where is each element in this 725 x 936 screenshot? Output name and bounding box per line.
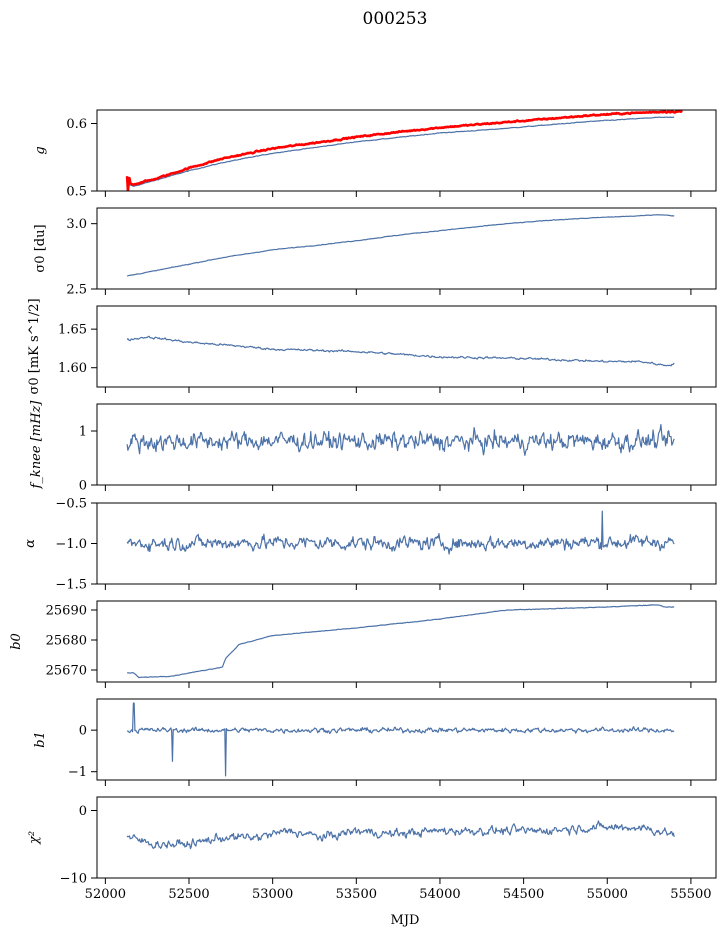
y-tick-label: 25690 (46, 604, 87, 619)
y-tick-label: 1 (79, 425, 87, 440)
figure-title: 000253 (363, 9, 428, 29)
y-tick-label: 0 (79, 804, 87, 819)
series-line-alpha (126, 510, 675, 555)
series-line-fknee (126, 423, 675, 456)
series-line-b0 (127, 604, 675, 679)
y-axis-title: σ0 [mK s^1/2] (27, 298, 42, 394)
series-line-chi2 (126, 820, 675, 850)
y-axis-title: χ² (27, 831, 42, 845)
panel-frame (96, 403, 717, 486)
y-tick-label: −1.5 (55, 578, 87, 593)
y-tick-label: 2.5 (66, 283, 87, 298)
y-axis-title: b1 (33, 731, 48, 748)
series-line-g-red- (125, 110, 684, 191)
y-tick-label: −10 (60, 872, 87, 887)
y-axis-title: g (33, 146, 48, 154)
panel-frame (96, 305, 717, 388)
chart-panels: 0.5 0.6 g 2.5 3.0 σ0 [du] 1.60 1.65 σ0 [mK s^1/2… (9, 109, 717, 902)
x-axis-title: MJD (391, 913, 420, 928)
series-line-b1 (126, 702, 675, 777)
y-tick-label: −1 (68, 765, 87, 780)
y-tick-label: −0.5 (55, 497, 87, 512)
y-tick-label: 3.0 (66, 217, 87, 232)
panel-frame (96, 109, 717, 192)
panel-8: −10 0 52000 52500 53000 53500 54000 54500 55000 5… (27, 796, 717, 902)
panel-frame (96, 207, 717, 290)
series-line-sigma0-mk (126, 335, 675, 367)
panel-2: 2.5 3.0 σ0 [du] (33, 207, 717, 298)
y-axis-title: b0 (9, 633, 24, 650)
x-tick-label: 55000 (587, 887, 628, 902)
y-tick-label: 1.60 (58, 361, 87, 376)
panel-frame (96, 600, 717, 683)
panel-frame (96, 698, 717, 781)
panel-frame (96, 796, 717, 879)
y-tick-label: 0 (79, 479, 87, 494)
x-tick-label: 54000 (419, 887, 460, 902)
y-axis-title: α (23, 539, 38, 548)
y-axis-title: f_knee [mHz] (29, 400, 44, 490)
panel-1: 0.5 0.6 g (33, 109, 717, 200)
y-tick-label: 0.6 (66, 117, 87, 132)
panel-4: 0 1 f_knee [mHz] (29, 400, 717, 494)
x-tick-label: 55500 (670, 887, 711, 902)
x-tick-label: 54500 (503, 887, 544, 902)
x-tick-label: 53000 (252, 887, 293, 902)
x-tick-label: 52000 (85, 887, 126, 902)
x-tick-label: 53500 (336, 887, 377, 902)
y-tick-label: 25680 (46, 634, 87, 649)
panel-6: 25670 25680 25690 b0 (9, 600, 717, 688)
y-tick-label: 1.65 (58, 323, 87, 338)
series-line-g (126, 116, 675, 187)
y-axis-title: σ0 [du] (33, 224, 48, 272)
x-tick-label: 52500 (168, 887, 209, 902)
series-line-sigma0-du (126, 214, 675, 277)
panel-5: −1.5 −1.0 −0.5 α (23, 497, 717, 593)
panel-7: −1 0 b1 (33, 698, 717, 786)
y-tick-label: 25670 (46, 664, 87, 679)
y-tick-label: −1.0 (55, 537, 87, 552)
y-tick-label: 0.5 (66, 185, 87, 200)
panel-3: 1.60 1.65 σ0 [mK s^1/2] (27, 298, 717, 395)
y-tick-label: 0 (79, 724, 87, 739)
